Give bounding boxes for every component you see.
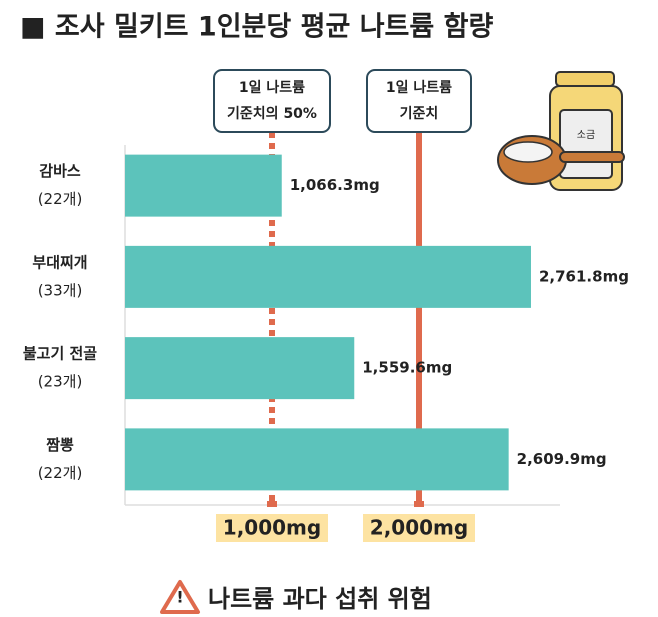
reference-label: 1일 나트륨 [386, 80, 452, 96]
x-tick-highlight [216, 514, 328, 542]
x-tick-label: 1,000mg [223, 516, 321, 540]
category-note: (22개) [38, 464, 83, 482]
value-label: 1,066.3mg [290, 176, 380, 194]
x-tick-highlight [363, 514, 475, 542]
category-note: (22개) [38, 190, 83, 208]
svg-text:소금: 소금 [577, 129, 595, 141]
bar [125, 428, 509, 491]
x-tick-label: 2,000mg [370, 516, 468, 540]
value-label: 2,761.8mg [539, 267, 629, 285]
category-note: (33개) [38, 281, 83, 299]
value-label: 2,609.9mg [517, 450, 607, 468]
warning: ! 나트륨 과다 섭취 위험 [160, 580, 432, 614]
category-label: 불고기 전골 [23, 345, 97, 363]
category-label: 감바스 [39, 162, 81, 180]
category-label: 부대찌개 [32, 253, 87, 271]
reference-label-box [366, 69, 472, 133]
reference-marker [414, 501, 424, 507]
reference-label: 기준치 [400, 106, 439, 122]
bar [125, 154, 282, 217]
chart-title: ■ 조사 밀키트 1인분당 평균 나트륨 함량 [20, 12, 493, 43]
reference-label: 1일 나트륨 [239, 80, 305, 96]
warning-text: 나트륨 과다 섭취 위험 [208, 585, 432, 613]
reference-label: 기준치의 50% [227, 105, 317, 122]
salt-icon: 소금 [497, 71, 625, 191]
reference-marker [267, 501, 277, 507]
bar [125, 337, 355, 400]
svg-text:!: ! [176, 588, 183, 607]
bar [125, 245, 531, 308]
category-label: 짬뽕 [46, 436, 74, 454]
reference-label-box [213, 69, 331, 133]
category-note: (23개) [38, 373, 83, 391]
value-label: 1,559.6mg [362, 359, 452, 377]
